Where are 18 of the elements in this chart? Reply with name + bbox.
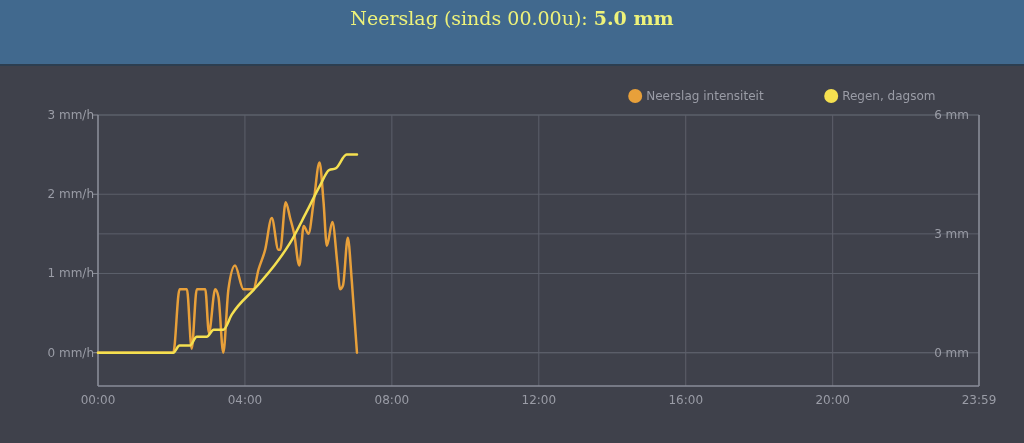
y2-tick-label: 3 mm	[934, 226, 969, 241]
x-tick-label: 08:00	[374, 393, 410, 407]
y2-tick-label: 0 mm	[934, 345, 969, 360]
x-tick-label: 23:59	[961, 393, 997, 407]
legend-label: Neerslag intensiteit	[646, 89, 764, 103]
y2-tick-label: 6 mm	[934, 108, 969, 122]
x-tick-label: 00:00	[80, 393, 116, 407]
x-tick-label: 04:00	[227, 393, 263, 407]
x-tick-label: 12:00	[521, 393, 557, 407]
y-tick-label: 0 mm/h	[47, 345, 94, 360]
legend-label: Regen, dagsom	[842, 89, 936, 103]
y-tick-label: 1 mm/h	[47, 266, 94, 281]
y-tick-label: 2 mm/h	[47, 187, 94, 202]
chart-title: Neerslag (sinds 00.00u):	[350, 7, 588, 29]
x-tick-label: 16:00	[668, 393, 704, 407]
y-tick-label: 3 mm/h	[47, 108, 94, 122]
text: 5.0 mm	[593, 7, 674, 29]
x-tick-label: 20:00	[815, 393, 850, 407]
